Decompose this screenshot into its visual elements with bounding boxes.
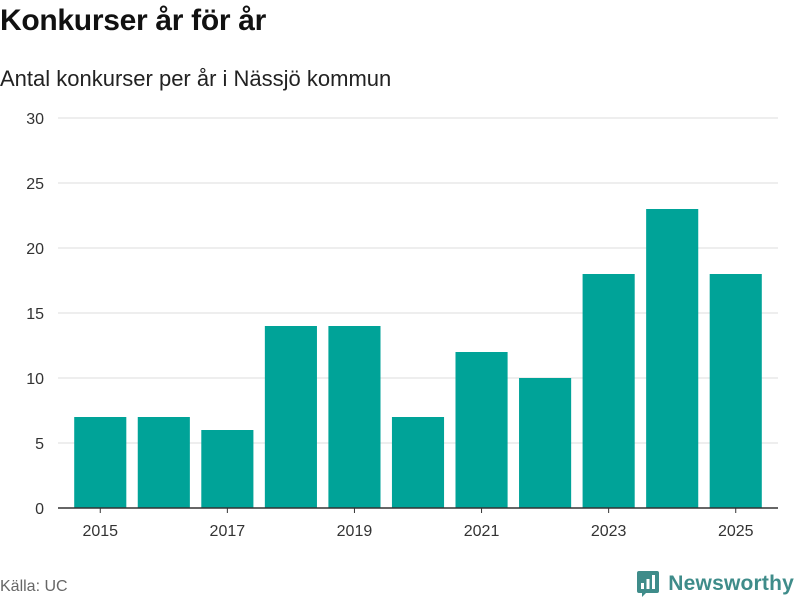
bar-2019 bbox=[328, 326, 381, 508]
chart-subtitle: Antal konkurser per år i Nässjö kommun bbox=[0, 66, 392, 91]
y-tick-label: 15 bbox=[26, 306, 44, 323]
x-tick-label: 2017 bbox=[210, 523, 246, 540]
y-tick-label: 25 bbox=[26, 176, 44, 193]
bar-2018 bbox=[264, 326, 317, 508]
newsworthy-logo-icon bbox=[637, 571, 660, 597]
y-tick-label: 5 bbox=[35, 436, 44, 453]
bar-2024 bbox=[646, 209, 699, 508]
x-tick-label: 2019 bbox=[337, 523, 373, 540]
y-tick-label: 30 bbox=[26, 111, 44, 128]
bar-2015 bbox=[74, 417, 127, 508]
bar-2025 bbox=[709, 274, 762, 508]
x-tick-label: 2021 bbox=[464, 523, 500, 540]
bar-2023 bbox=[582, 274, 635, 508]
chart-title: Konkurser år för år bbox=[0, 4, 267, 37]
brand-name: Newsworthy bbox=[668, 572, 794, 595]
y-tick-label: 20 bbox=[26, 241, 44, 258]
x-tick-label: 2025 bbox=[718, 523, 754, 540]
bar-2020 bbox=[391, 417, 445, 508]
source-note: Källa: UC bbox=[0, 578, 68, 595]
y-tick-label: 0 bbox=[35, 501, 44, 518]
bar-2016 bbox=[137, 417, 190, 508]
x-tick-label: 2023 bbox=[591, 523, 627, 540]
bar-2021 bbox=[455, 352, 508, 508]
bar-2017 bbox=[201, 430, 254, 508]
brand-logo[interactable]: Newsworthy bbox=[636, 570, 794, 598]
x-tick-label: 2015 bbox=[82, 523, 118, 540]
bar-2022 bbox=[519, 378, 572, 508]
y-tick-label: 10 bbox=[26, 371, 44, 388]
